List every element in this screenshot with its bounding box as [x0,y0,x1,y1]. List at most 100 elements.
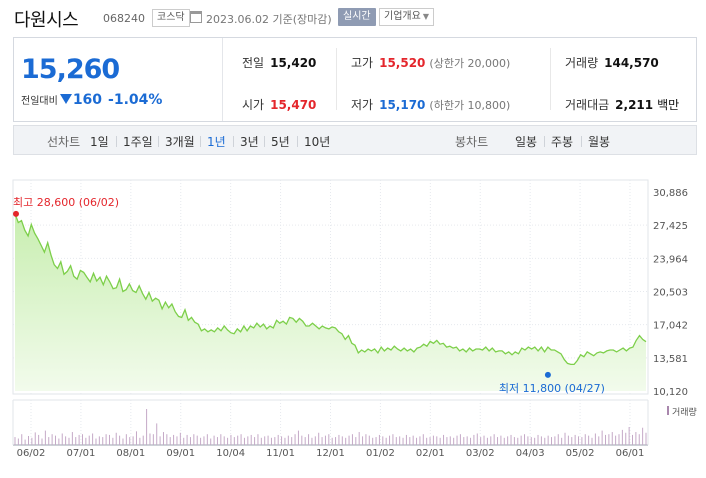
volume-bar [287,435,289,445]
volume-bar [270,437,272,445]
market-badge: 코스닥 [152,9,190,27]
volume-bar [493,434,495,445]
volume-bar [38,434,40,445]
calendar-icon [190,11,202,23]
volume-label: 거래량 [565,56,599,70]
volume-bar [240,434,242,445]
open-label: 시가 [242,98,265,112]
low-marker [544,371,551,378]
price-area [15,213,646,391]
volume-bar [186,434,188,445]
volume-bar [21,434,23,445]
volume-bar [250,434,252,445]
volume-bar [34,432,36,445]
y-tick-label: 27,425 [653,221,688,232]
candle-tab-1[interactable]: 주봉 [551,135,574,149]
low-value: 15,170 [379,98,426,112]
volume-bar [51,434,53,445]
candle-tab-2[interactable]: 월봉 [588,135,611,149]
volume-bar [284,437,286,445]
high-label: 고가 [351,56,374,70]
volume-bar [311,437,313,445]
date-text: 2023.06.02 기준(장마감) [206,13,332,26]
volume-bar [17,438,19,445]
x-tick-label: 01/02 [366,448,395,459]
volume-bar [247,436,249,445]
volume-bar [230,434,232,445]
volume-bar [578,436,580,445]
period-separator [200,136,201,147]
chart-svg: 06/02 07/01 08/01 09/01 10/04 11/01 12/01 01/02… [12,179,697,459]
prev-close-cell: 전일 15,420 [242,54,316,71]
volume-bar [432,435,434,445]
volume-bar [638,434,640,445]
volume-bar [65,436,67,445]
volume-bar [85,437,87,445]
volume-bar [473,434,475,445]
period-tab-1[interactable]: 1주일 [123,135,153,149]
volume-bar [108,434,110,445]
volume-bar [540,436,542,445]
period-separator [544,136,545,147]
volume-bar [152,434,154,445]
realtime-button[interactable]: 실시간 [338,8,376,26]
volume-bar [223,436,225,445]
period-tab-3[interactable]: 1년 [207,135,226,149]
volume-bar [486,437,488,445]
volume-bar [362,436,364,445]
volume-bar [277,434,279,445]
volume-bar [507,436,509,445]
volume-bar [392,434,394,445]
volume-bar [149,433,151,445]
volume-bar [48,437,50,445]
volume-bar [119,435,121,445]
period-tab-0[interactable]: 1일 [90,135,109,149]
volume-bar [257,434,259,445]
volume-bar [71,432,73,445]
volume-bar [54,435,56,445]
volume-bar [301,435,303,445]
volume-bar [449,436,451,445]
volume-bar [156,423,158,445]
candle-tab-0[interactable]: 일봉 [515,135,538,149]
low-cell: 저가 15,170 (하한가 10,800) [351,96,510,113]
volume-bar [436,436,438,445]
volume-bar [517,437,519,445]
volume-bar [88,435,90,445]
volume-bar [527,436,529,445]
volume-bar [27,436,29,445]
volume-bar [294,434,296,445]
upper-limit: (상한가 20,000) [429,57,511,70]
volume-bar [524,434,526,445]
volume-bar [220,434,222,445]
volume-bar [92,433,94,445]
y-tick-label: 20,503 [653,288,688,299]
volume-value: 144,570 [604,56,659,70]
high-marker [13,210,19,217]
volume-bar [196,435,198,445]
current-price: 15,260 [21,54,120,85]
period-tab-5[interactable]: 5년 [271,135,290,149]
period-tab-6[interactable]: 10년 [304,135,331,149]
volume-bar [584,434,586,445]
stock-code: 068240 [103,12,145,25]
volume-bar [378,434,380,445]
volume-bar [520,435,522,445]
volume-bar [58,438,60,445]
period-tab-2[interactable]: 3개월 [165,135,195,149]
volume-bar [368,435,370,445]
period-tab-4[interactable]: 3년 [240,135,259,149]
volume-bar [385,437,387,445]
x-tick-label: 11/01 [266,448,295,459]
volume-bar [372,437,374,445]
volume-bar [254,437,256,445]
x-tick-label: 10/04 [216,448,245,459]
volume-bar [122,438,124,445]
volume-bar [335,437,337,445]
volume-bar [139,437,141,445]
company-info-button[interactable]: 기업개요 ▼ [379,8,434,26]
volume-bar [443,434,445,445]
volume-bar [615,435,617,445]
volume-bar [365,434,367,445]
volume-bar [355,437,357,445]
